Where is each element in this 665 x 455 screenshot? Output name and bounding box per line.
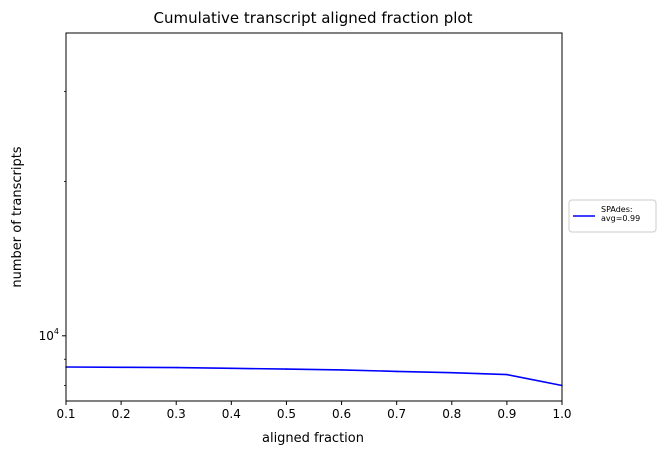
y-axis-title: number of transcripts	[10, 146, 25, 287]
y-tick-label-base: 10	[39, 329, 54, 343]
plot-area	[66, 33, 562, 401]
legend-label: SPAdes:	[601, 205, 633, 214]
x-tick-label: 0.9	[497, 407, 516, 421]
x-tick-label: 0.3	[167, 407, 186, 421]
x-tick-label: 0.7	[387, 407, 406, 421]
data-point	[285, 368, 288, 370]
data-point	[230, 367, 233, 370]
data-point	[506, 373, 508, 376]
x-tick-label: 0.6	[332, 407, 351, 421]
data-point	[450, 371, 453, 374]
x-tick-label: 0.4	[222, 407, 241, 421]
x-tick-label: 0.8	[442, 407, 461, 421]
legend: SPAdes:avg=0.99	[568, 199, 657, 233]
x-tick-label: 1.0	[552, 407, 571, 421]
chart-title: Cumulative transcript aligned fraction p…	[154, 9, 473, 27]
y-axis: 104	[39, 90, 66, 386]
y-tick-label-exponent: 4	[54, 327, 59, 336]
x-tick-label: 0.2	[112, 407, 131, 421]
legend-box	[568, 199, 657, 233]
x-tick-label: 0.1	[56, 407, 75, 421]
legend-label: avg=0.99	[601, 214, 640, 223]
data-point	[340, 369, 343, 371]
data-point	[120, 366, 122, 369]
x-axis-title: aligned fraction	[262, 431, 364, 446]
plot-frame	[65, 32, 563, 402]
data-point	[395, 370, 398, 373]
x-axis: 0.1 0.2 0.3 0.4 0.5 0.6 0.7 0.8 0.9 1.0	[56, 401, 572, 421]
series-line	[65, 366, 563, 387]
data-point	[175, 366, 178, 369]
y-tick-label: 104	[39, 327, 59, 343]
x-tick-label: 0.5	[277, 407, 296, 421]
